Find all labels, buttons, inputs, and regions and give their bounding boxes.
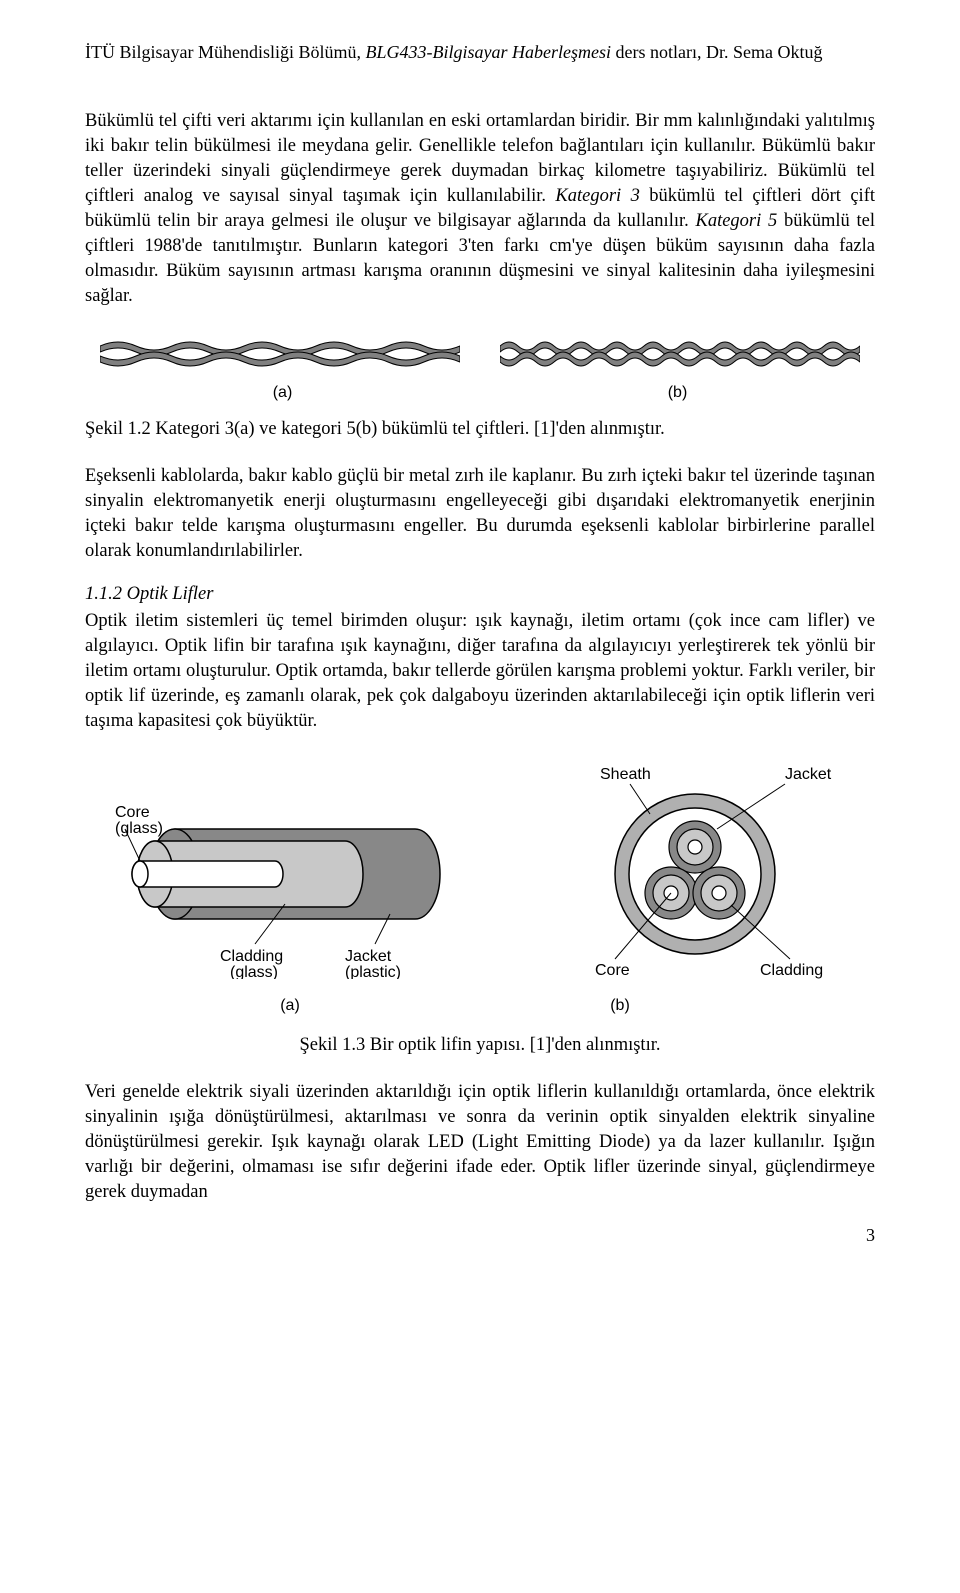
label-jacket-plastic: Jacket bbox=[345, 948, 392, 965]
figure-1-label-b: (b) bbox=[668, 384, 688, 402]
label-sheath: Sheath bbox=[600, 766, 651, 783]
header-institution: İTÜ Bilgisayar Mühendisliği Bölümü, bbox=[85, 42, 366, 62]
paragraph-1: Bükümlü tel çifti veri aktarımı için kul… bbox=[85, 109, 875, 309]
label-core-glass: Core bbox=[115, 804, 150, 821]
cable-cat5-icon bbox=[500, 334, 860, 374]
figure-2-caption: Şekil 1.3 Bir optik lifin yapısı. [1]'de… bbox=[85, 1033, 875, 1058]
figure-2-labels: (a) (b) bbox=[85, 997, 875, 1015]
page-number: 3 bbox=[85, 1225, 875, 1246]
label-jacket-plastic-sub: (plastic) bbox=[345, 964, 401, 979]
label-core: Core bbox=[595, 962, 630, 979]
page-header: İTÜ Bilgisayar Mühendisliği Bölümü, BLG4… bbox=[85, 40, 875, 64]
header-suffix: ders notları, Dr. Sema Oktuğ bbox=[611, 42, 822, 62]
label-cladding-glass: Cladding bbox=[220, 948, 283, 965]
paragraph-2: Eşeksenli kablolarda, bakır kablo güçlü … bbox=[85, 464, 875, 564]
figure-1-labels: (a) (b) bbox=[85, 384, 875, 402]
header-course: BLG433-Bilgisayar Haberleşmesi bbox=[366, 42, 611, 62]
section-1-1-2-heading: 1.1.2 Optik Lifler bbox=[85, 584, 875, 605]
fiber-side-icon: Core (glass) Cladding (glass) Jacket (pl… bbox=[115, 769, 455, 979]
figure-1-label-a: (a) bbox=[273, 384, 293, 402]
label-core-glass-sub: (glass) bbox=[115, 820, 163, 837]
figure-2-label-a: (a) bbox=[280, 997, 300, 1015]
fiber-cross-icon: Sheath Jacket Core Cladding bbox=[545, 759, 845, 989]
label-cladding: Cladding bbox=[760, 962, 823, 979]
para1-k1: Kategori 3 bbox=[555, 186, 639, 206]
page-content: İTÜ Bilgisayar Mühendisliği Bölümü, BLG4… bbox=[0, 0, 960, 1286]
figure-1-caption: Şekil 1.2 Kategori 3(a) ve kategori 5(b)… bbox=[85, 417, 875, 442]
section-1-1-2-body: Optik iletim sistemleri üç temel birimde… bbox=[85, 609, 875, 734]
figure-1: (a) (b) bbox=[85, 334, 875, 402]
figure-2: Core (glass) Cladding (glass) Jacket (pl… bbox=[85, 759, 875, 989]
figure-1-cables bbox=[85, 334, 875, 374]
paragraph-3: Veri genelde elektrik siyali üzerinden a… bbox=[85, 1080, 875, 1205]
label-jacket: Jacket bbox=[785, 766, 832, 783]
label-cladding-glass-sub: (glass) bbox=[230, 964, 278, 979]
cable-cat3-icon bbox=[100, 334, 460, 374]
para1-k2: Kategori 5 bbox=[695, 211, 777, 231]
figure-2-label-b: (b) bbox=[610, 997, 630, 1015]
